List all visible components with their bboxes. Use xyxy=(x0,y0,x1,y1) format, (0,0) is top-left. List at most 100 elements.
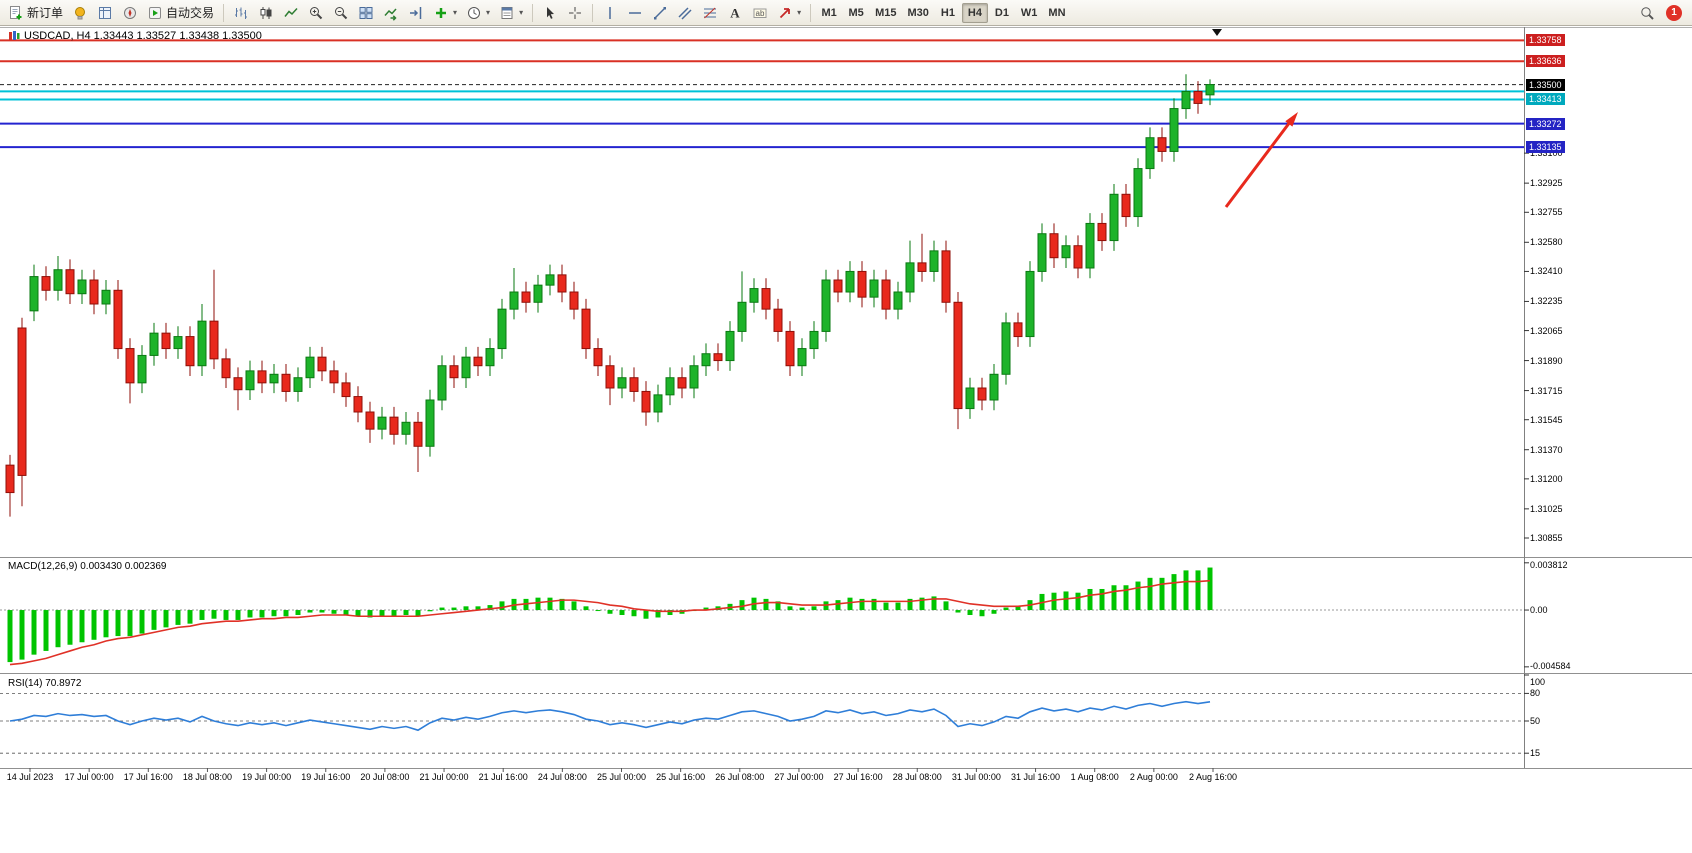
time-tick: 2 Aug 16:00 xyxy=(1188,772,1238,782)
time-tick: 19 Jul 16:00 xyxy=(301,772,351,782)
price-tick: 1.31370 xyxy=(1530,444,1563,455)
price-line-label: 1.33413 xyxy=(1526,93,1565,106)
time-tick: 28 Jul 08:00 xyxy=(892,772,942,782)
price-tick: 1.31200 xyxy=(1530,473,1563,484)
search-icon xyxy=(1641,6,1654,20)
candlestick-chart-button[interactable] xyxy=(254,2,278,24)
price-tick: 1.32065 xyxy=(1530,325,1563,336)
auto-trading-button[interactable]: 自动交易 xyxy=(143,2,218,24)
notification-badge[interactable]: 1 xyxy=(1666,4,1682,21)
horizontal-line-button[interactable] xyxy=(623,2,647,24)
auto-scroll-button[interactable] xyxy=(379,2,403,24)
timeframe-m1-button[interactable]: M1 xyxy=(816,3,842,23)
timeframe-d1-button[interactable]: D1 xyxy=(989,3,1015,23)
market-watch-icon xyxy=(75,6,86,19)
templates-button[interactable]: ▾ xyxy=(495,2,527,24)
data-window-button[interactable] xyxy=(93,2,117,24)
price-line-label: 1.33758 xyxy=(1526,34,1565,47)
fibonacci-icon xyxy=(704,7,717,18)
indicators-button[interactable]: ▾ xyxy=(429,2,461,24)
line-chart-icon xyxy=(284,7,298,17)
bar-chart-icon xyxy=(235,7,248,19)
dropdown-caret: ▾ xyxy=(453,8,458,17)
price-tick: 1.32580 xyxy=(1530,237,1563,248)
tile-windows-button[interactable] xyxy=(354,2,378,24)
timeframe-h1-button[interactable]: H1 xyxy=(935,3,961,23)
svg-text:ab: ab xyxy=(756,8,765,17)
text-button[interactable]: A xyxy=(723,2,747,24)
new-order-label: 新订单 xyxy=(27,6,64,20)
arrows-icon xyxy=(779,7,790,18)
zoom-out-button[interactable] xyxy=(329,2,353,24)
timeframe-w1-button[interactable]: W1 xyxy=(1016,3,1043,23)
svg-text:A: A xyxy=(730,5,740,20)
rsi-scale-tick: 15 xyxy=(1530,748,1541,759)
text-label-button[interactable]: ab xyxy=(748,2,772,24)
macd-panel[interactable] xyxy=(0,558,1524,672)
time-tick: 24 Jul 08:00 xyxy=(537,772,587,782)
new-order-button[interactable]: 新订单 xyxy=(4,2,67,24)
line-chart-button[interactable] xyxy=(279,2,303,24)
trendline-icon xyxy=(654,6,667,19)
chart-shift-button[interactable] xyxy=(404,2,428,24)
time-tick: 20 Jul 08:00 xyxy=(360,772,410,782)
cursor-icon xyxy=(547,6,555,19)
zoom-in-button[interactable] xyxy=(304,2,328,24)
templates-icon xyxy=(501,6,513,19)
time-tick: 25 Jul 00:00 xyxy=(596,772,647,782)
vertical-line-icon xyxy=(609,6,611,19)
equidistant-channel-button[interactable] xyxy=(673,2,697,24)
arrows-button[interactable]: ▾ xyxy=(773,2,805,24)
fibonacci-button[interactable] xyxy=(698,2,722,24)
rsi-label: RSI(14) 70.8972 xyxy=(8,678,82,689)
navigator-button[interactable] xyxy=(118,2,142,24)
current-price-label: 1.33500 xyxy=(1526,78,1565,91)
toolbar-separator xyxy=(532,3,534,22)
time-tick: 1 Aug 08:00 xyxy=(1070,772,1119,782)
market-watch-button[interactable] xyxy=(68,2,92,24)
crosshair-button[interactable] xyxy=(563,2,587,24)
timeframe-m5-button[interactable]: M5 xyxy=(843,3,869,23)
toolbar-separator xyxy=(223,3,225,22)
trendline-button[interactable] xyxy=(648,2,672,24)
time-tick: 21 Jul 00:00 xyxy=(419,772,469,782)
rsi-panel[interactable] xyxy=(0,675,1524,767)
price-tick: 1.30855 xyxy=(1530,533,1563,543)
candlestick-chart-icon xyxy=(260,6,272,19)
price-tick: 1.31890 xyxy=(1530,355,1563,366)
new-order-icon xyxy=(10,5,22,19)
toolbar-separator xyxy=(592,3,594,22)
rsi-scale-tick: 50 xyxy=(1530,716,1541,726)
macd-label: MACD(12,26,9) 0.003430 0.002369 xyxy=(8,561,167,572)
dropdown-caret: ▾ xyxy=(797,8,802,17)
time-scale[interactable] xyxy=(0,769,1692,789)
periods-button[interactable]: ▾ xyxy=(462,2,494,24)
cursor-button[interactable] xyxy=(538,2,562,24)
macd-scale-tick: 0.003812 xyxy=(1530,560,1568,570)
price-chart-panel[interactable] xyxy=(0,28,1524,556)
chart-title-text: USDCAD, H4 1.33443 1.33527 1.33438 1.335… xyxy=(24,30,262,42)
timeframe-m30-button[interactable]: M30 xyxy=(903,3,934,23)
horizontal-line-icon xyxy=(629,11,642,14)
price-tick: 1.31715 xyxy=(1530,385,1563,396)
timeframe-h4-button[interactable]: H4 xyxy=(961,2,988,23)
indicators-icon xyxy=(436,7,447,18)
time-tick: 19 Jul 00:00 xyxy=(242,772,292,782)
dropdown-caret: ▾ xyxy=(519,8,524,17)
vertical-line-button[interactable] xyxy=(598,2,622,24)
auto-trading-label: 自动交易 xyxy=(166,6,215,20)
search-button[interactable] xyxy=(1635,2,1659,24)
price-tick: 1.32410 xyxy=(1530,266,1563,277)
timeframe-mn-button[interactable]: MN xyxy=(1043,3,1070,23)
timeframe-m15-button[interactable]: M15 xyxy=(870,3,901,23)
price-scale[interactable] xyxy=(1524,27,1692,769)
macd-scale-tick: 0.00 xyxy=(1530,605,1548,616)
bar-chart-button[interactable] xyxy=(229,2,253,24)
tile-windows-icon xyxy=(359,6,373,19)
rsi-scale-tick: 80 xyxy=(1530,688,1541,699)
time-tick: 17 Jul 00:00 xyxy=(64,772,114,782)
price-tick: 1.32755 xyxy=(1530,207,1563,218)
price-line-label: 1.33272 xyxy=(1526,117,1565,130)
rsi-scale-tick: 100 xyxy=(1530,677,1546,687)
